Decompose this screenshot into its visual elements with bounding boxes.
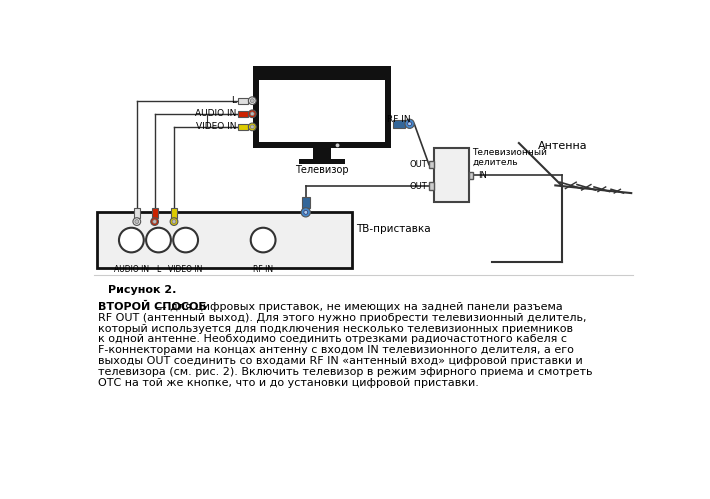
Text: RF IN: RF IN [387,115,410,124]
Circle shape [251,112,254,116]
Text: IN: IN [478,171,486,180]
Circle shape [248,97,256,104]
Circle shape [251,125,254,129]
Text: OUT: OUT [410,182,427,191]
Bar [238,111,248,117]
Text: L: L [156,264,160,273]
Text: L: L [231,96,236,105]
Circle shape [172,220,176,224]
Bar [393,120,405,128]
Text: ТВ-приставка: ТВ-приставка [356,224,431,234]
Circle shape [304,211,307,214]
Text: F-коннекторами на концах антенну с входом IN телевизионного делителя, а его: F-коннекторами на концах антенну с входо… [98,345,574,355]
Circle shape [153,220,157,224]
Circle shape [336,143,339,147]
Text: OUT: OUT [410,160,427,169]
Text: VIDEO IN: VIDEO IN [168,264,203,273]
Bar [253,142,391,148]
Text: VIDEO IN: VIDEO IN [195,122,236,131]
Bar [434,148,469,202]
Bar [302,197,310,208]
Circle shape [301,208,310,217]
Bar [97,213,352,268]
Bar [469,172,473,179]
Text: RF IN: RF IN [253,264,273,273]
Text: который используется для подключения несколько телевизионных приемников: который используется для подключения нес… [98,323,573,333]
Bar [133,209,140,218]
Text: RF OUT (антенный выход). Для этого нужно приобрести телевизионный делитель,: RF OUT (антенный выход). Для этого нужно… [98,312,586,323]
Text: Телевизионный: Телевизионный [472,148,547,157]
Circle shape [251,228,275,252]
Text: телевизора (см. рис. 2). Включить телевизор в режим эфирного приема и смотреть: телевизора (см. рис. 2). Включить телеви… [98,367,593,377]
Text: Антенна: Антенна [538,141,588,151]
Text: к одной антенне. Необходимо соединить отрезками радиочастотного кабеля с: к одной антенне. Необходимо соединить от… [98,334,567,344]
Circle shape [405,119,414,128]
Text: Телевизор: Телевизор [295,165,349,175]
Text: выходы OUT соединить со входами RF IN «антенный вход» цифровой приставки и: выходы OUT соединить со входами RF IN «а… [98,356,583,366]
Circle shape [251,99,254,103]
Circle shape [248,110,256,118]
Bar [151,209,158,218]
Text: ОТС на той же кнопке, что и до установки цифровой приставки.: ОТС на той же кнопке, что и до установки… [98,378,479,388]
Circle shape [173,228,198,252]
Bar [171,209,177,218]
Text: AUDIO IN: AUDIO IN [114,264,149,273]
Circle shape [408,122,412,126]
Bar [238,98,248,104]
Bar [312,148,332,159]
Text: делитель: делитель [472,158,518,167]
Bar [429,161,434,169]
Bar [299,159,345,164]
Text: ВТОРОЙ СПОСОБ: ВТОРОЙ СПОСОБ [98,302,207,312]
Circle shape [170,218,178,226]
Text: AUDIO IN: AUDIO IN [195,109,236,118]
Bar [253,66,391,148]
Text: Рисунок 2.: Рисунок 2. [108,285,177,295]
Circle shape [248,123,256,131]
Bar [429,182,434,190]
Circle shape [133,218,141,226]
Bar [259,80,385,142]
Circle shape [151,218,158,226]
Text: — для цифровых приставок, не имеющих на задней панели разъема: — для цифровых приставок, не имеющих на … [152,302,563,312]
Circle shape [135,220,138,224]
Bar [238,124,248,130]
Circle shape [146,228,171,252]
Circle shape [119,228,143,252]
